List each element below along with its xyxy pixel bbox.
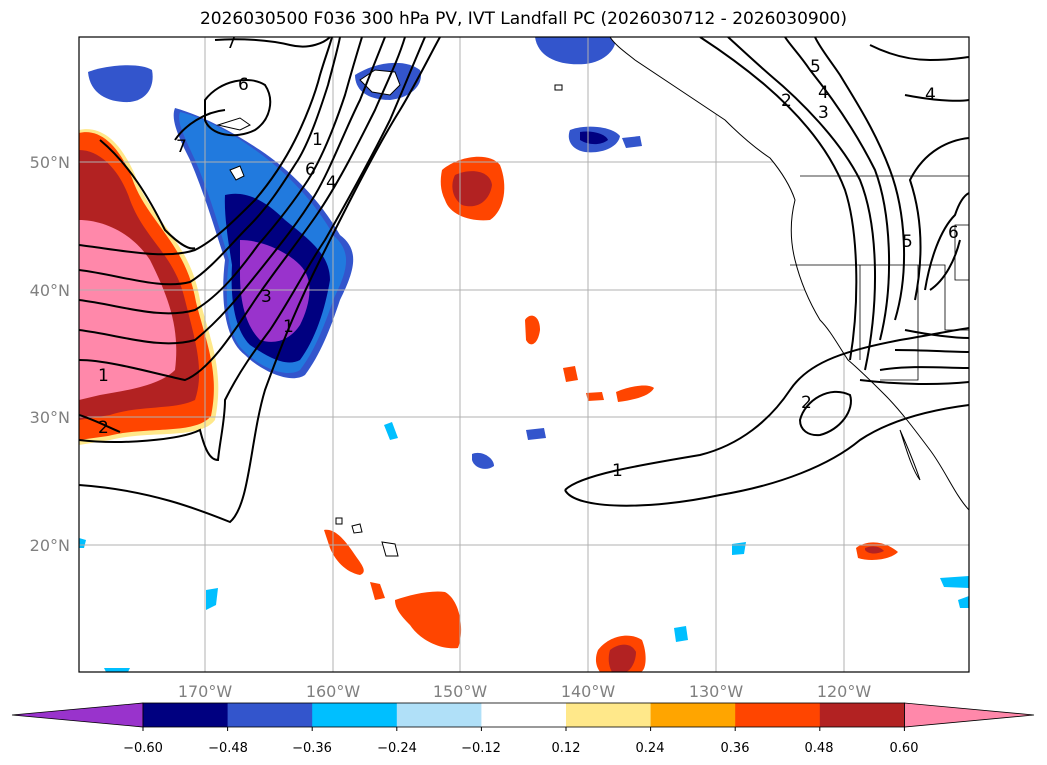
lon-label: 160°W: [306, 682, 361, 701]
colorbar-extend-high: [904, 702, 1035, 728]
lon-label: 130°W: [689, 682, 744, 701]
lat-label: 20°N: [30, 536, 70, 555]
contour-labels: 7 6 1 7 6 4 3 1 1 2 5 4 2 3 4 5 6 2 1: [98, 33, 959, 481]
colorbar: [11, 702, 1035, 731]
contour-label: 5: [810, 57, 821, 77]
lat-label: 50°N: [30, 153, 70, 172]
contour-label: 1: [612, 461, 623, 481]
colorbar-segment: [819, 703, 905, 727]
lat-label: 40°N: [30, 281, 70, 300]
colorbar-tick-label: −0.60: [123, 741, 163, 756]
north-america-land: [609, 37, 969, 511]
contour-label: 2: [98, 418, 109, 438]
figure-title: 2026030500 F036 300 hPa PV, IVT Landfall…: [199, 9, 847, 29]
contour-label: 1: [98, 366, 109, 386]
lon-label: 120°W: [817, 682, 872, 701]
colorbar-segment: [650, 703, 736, 727]
contour-label: 4: [925, 85, 936, 105]
contour-label: 7: [176, 137, 187, 157]
contour-label: 2: [801, 393, 812, 413]
contour-label: 3: [261, 287, 272, 307]
colorbar-segment: [227, 703, 313, 727]
colorbar-extend-low: [11, 702, 144, 728]
contour-label: 5: [902, 232, 913, 252]
lat-label: 30°N: [30, 408, 70, 427]
colorbar-tick-label: 0.12: [552, 741, 581, 756]
longitude-labels: 170°W 160°W 150°W 140°W 130°W 120°W: [178, 682, 872, 701]
contour-label: 2: [781, 91, 792, 111]
latitude-labels: 50°N 40°N 30°N 20°N: [30, 153, 70, 555]
positive-anomaly-west: [79, 129, 219, 445]
contour-label: 7: [226, 33, 237, 53]
negative-anomaly-scattered: [79, 422, 969, 672]
colorbar-tick-label: −0.12: [461, 741, 501, 756]
colorbar-tick-label: 0.48: [805, 741, 834, 756]
positive-anomaly-scattered: [324, 156, 898, 672]
colorbar-tick-label: −0.48: [208, 741, 248, 756]
colorbar-segment: [735, 703, 821, 727]
contour-label: 6: [948, 223, 959, 243]
colorbar-tick-label: 0.24: [636, 741, 665, 756]
contour-label: 1: [283, 317, 294, 337]
colorbar-tick-label: 0.36: [721, 741, 750, 756]
contour-label: 4: [818, 83, 829, 103]
colorbar-tick-label: −0.24: [377, 741, 417, 756]
contour-label: 4: [326, 173, 337, 193]
lon-label: 150°W: [433, 682, 488, 701]
pv-contours: [79, 37, 969, 524]
colorbar-tick-label: −0.36: [292, 741, 332, 756]
colorbar-segment: [143, 703, 229, 727]
colorbar-tick-label: 0.60: [890, 741, 919, 756]
colorbar-segment: [396, 703, 482, 727]
contour-label: 6: [305, 160, 316, 180]
colorbar-ticks: −0.60 −0.48 −0.36 −0.24 −0.12 0.12 0.24 …: [123, 741, 918, 756]
lon-label: 140°W: [561, 682, 616, 701]
lon-label: 170°W: [178, 682, 233, 701]
negative-anomaly-central: [173, 108, 354, 379]
colorbar-segment: [566, 703, 652, 727]
colorbar-segment: [312, 703, 398, 727]
colorbar-segment: [481, 703, 567, 727]
map-frame: [78, 36, 970, 673]
contour-label: 1: [312, 130, 323, 150]
colorbar-frame: [142, 702, 905, 728]
contour-label: 6: [238, 75, 249, 95]
contour-label: 3: [818, 103, 829, 123]
